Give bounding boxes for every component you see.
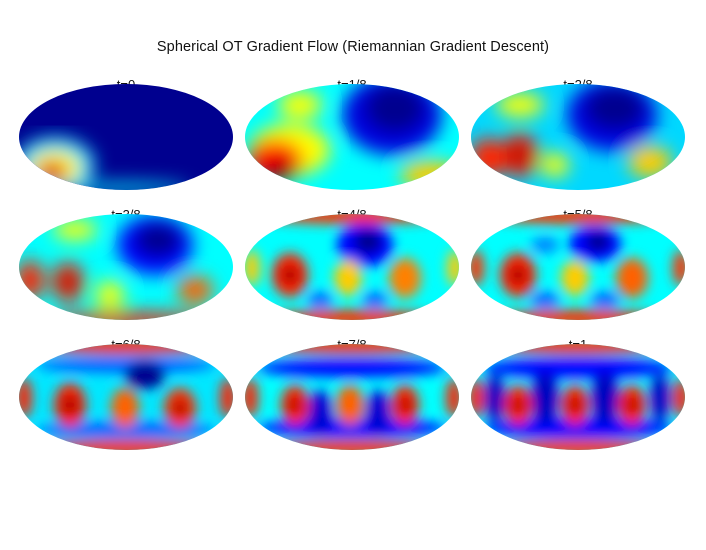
sphere-map-t0 (19, 84, 233, 190)
sphere-map-t4-8 (245, 214, 459, 320)
sphere-map-t1 (471, 344, 685, 450)
sphere-map-t2-8 (471, 84, 685, 190)
figure-title: Spherical OT Gradient Flow (Riemannian G… (156, 39, 550, 55)
sphere-map-t6-8 (19, 344, 233, 450)
sphere-map-t7-8 (245, 344, 459, 450)
sphere-map-t3-8 (19, 214, 233, 320)
sphere-map-t5-8 (471, 214, 685, 320)
sphere-map-t1-8 (245, 84, 459, 190)
